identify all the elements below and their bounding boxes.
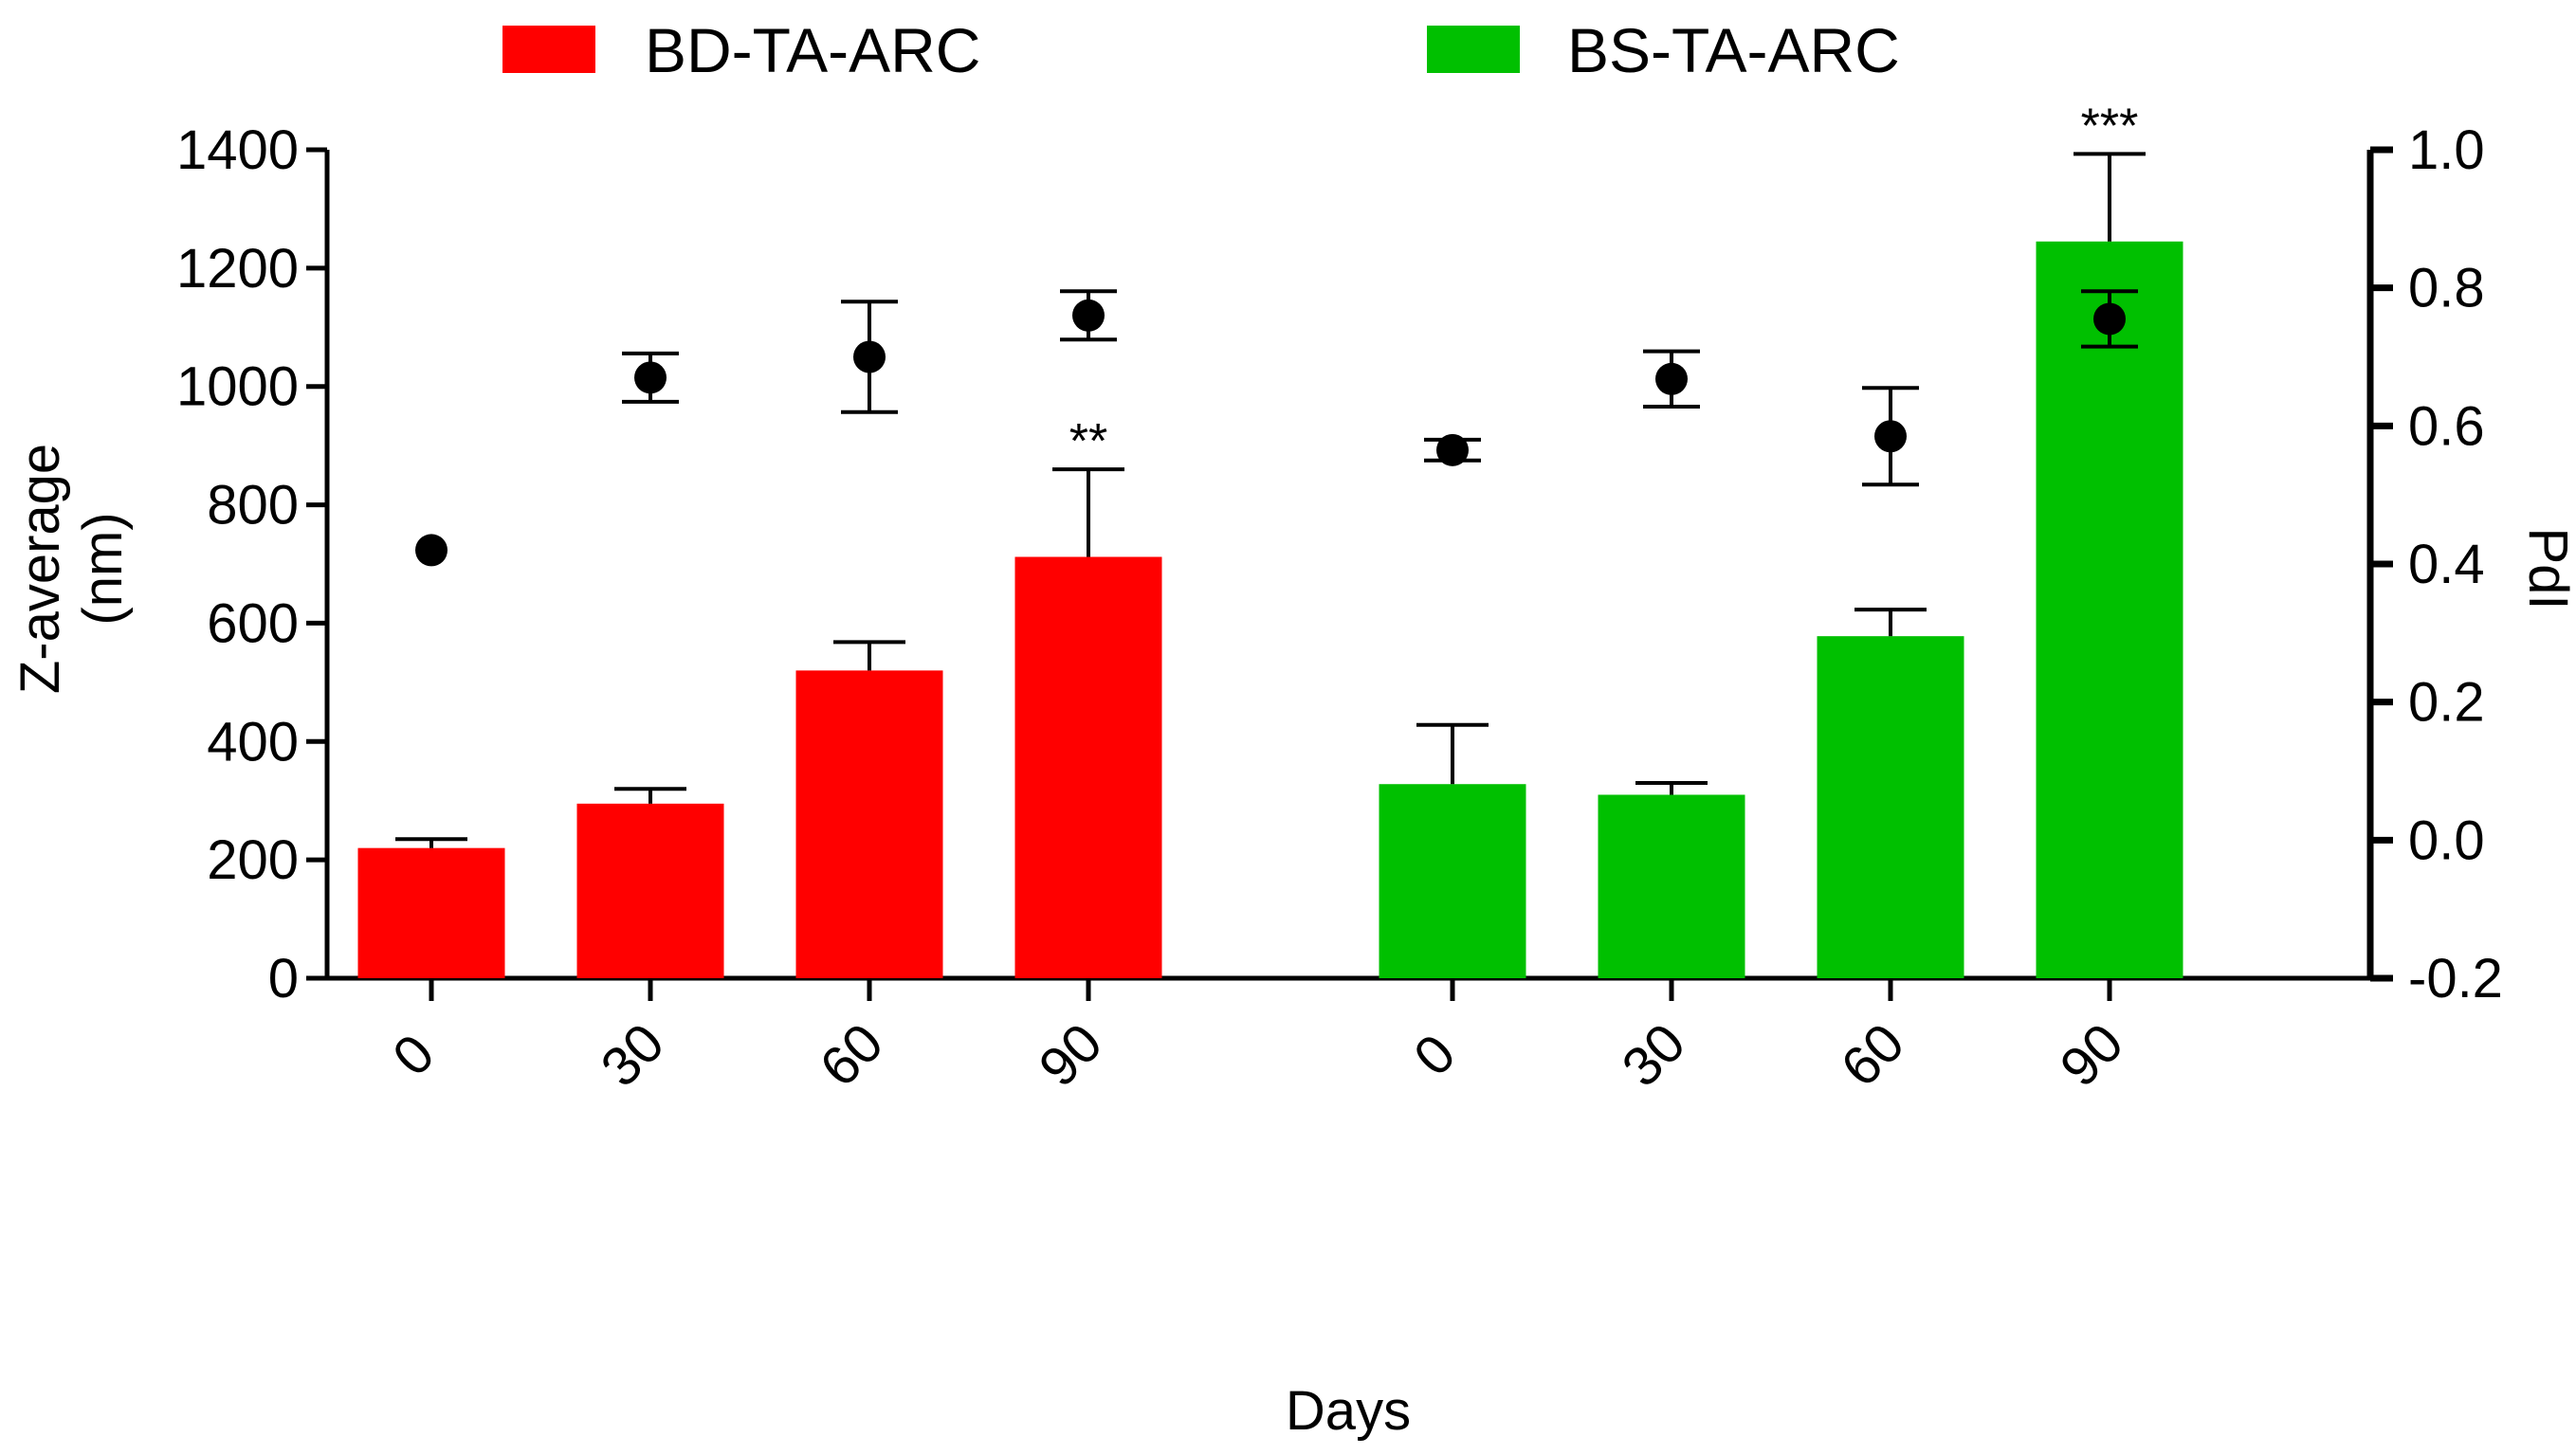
- pdi-point: [1072, 299, 1105, 332]
- y-axis-title-right: PdI: [2517, 527, 2576, 609]
- y-axis-title-left-line2: (nm): [72, 512, 134, 625]
- bar: [1817, 636, 1964, 978]
- y-tick-label-right: 0.8: [2408, 258, 2485, 319]
- legend: BD-TA-ARC BS-TA-ARC: [502, 15, 1900, 85]
- legend-swatch-bs: [1427, 26, 1520, 73]
- y-tick-label-left: 1000: [176, 356, 299, 418]
- bar: [795, 670, 943, 978]
- bar: [1014, 556, 1162, 978]
- bar: [357, 847, 505, 978]
- bar: [576, 803, 724, 978]
- y-tick-label-left: 800: [207, 475, 299, 537]
- x-tick-label: 0: [381, 1023, 447, 1088]
- labels: Days Z-average (nm) PdI 0 30 60 ** 90 0 30 60 **…: [9, 99, 2576, 1442]
- pdi-point: [415, 534, 448, 567]
- significance-label: ***: [2081, 99, 2139, 154]
- x-tick-label: 60: [808, 1011, 895, 1099]
- pdi-point: [1436, 433, 1469, 466]
- bar: [1598, 794, 1745, 978]
- y-tick-label-left: 200: [207, 829, 299, 891]
- x-tick-label: 90: [1027, 1011, 1114, 1099]
- y-tick-label-left: 600: [207, 592, 299, 654]
- x-tick-label: 90: [2048, 1011, 2135, 1099]
- x-axis-title: Days: [1286, 1380, 1411, 1442]
- y-tick-label-right: 0.0: [2408, 809, 2485, 871]
- y-tick-label-right: 1.0: [2408, 119, 2485, 181]
- legend-label-bs: BS-TA-ARC: [1567, 15, 1900, 85]
- y-tick-label-right: 0.4: [2408, 534, 2485, 595]
- pdi-point: [634, 361, 667, 394]
- pdi-points: [415, 289, 2138, 567]
- legend-swatch-bd: [502, 26, 595, 73]
- x-tick-label: 0: [1402, 1023, 1468, 1088]
- pdi-point: [2093, 302, 2126, 336]
- x-tick-label: 60: [1829, 1011, 1916, 1099]
- y-tick-label-left: 0: [268, 948, 299, 1009]
- y-tick-label-right: -0.2: [2408, 948, 2503, 1009]
- y-tick-label-left: 1400: [176, 119, 299, 181]
- bar: [1379, 784, 1526, 978]
- legend-label-bd: BD-TA-ARC: [645, 15, 980, 85]
- y-tick-label-right: 0.6: [2408, 395, 2485, 457]
- x-tick-label: 30: [589, 1011, 676, 1099]
- pdi-point: [1655, 362, 1688, 395]
- y-tick-label-left: 400: [207, 711, 299, 773]
- bar: [2036, 241, 2183, 978]
- pdi-point: [1874, 420, 1907, 453]
- bars: [357, 152, 2183, 978]
- y-tick-label-right: 0.2: [2408, 672, 2485, 734]
- y-tick-label-left: 1200: [176, 238, 299, 300]
- x-tick-label: 30: [1610, 1011, 1697, 1099]
- pdi-point: [853, 340, 886, 373]
- significance-label: **: [1069, 414, 1107, 469]
- y-axis-title-left-line1: Z-average: [9, 444, 71, 694]
- axes: 0 200 400 600 800 1000 1200 1400 -0.2 0.0 0.2 0.4 0.…: [176, 119, 2503, 1009]
